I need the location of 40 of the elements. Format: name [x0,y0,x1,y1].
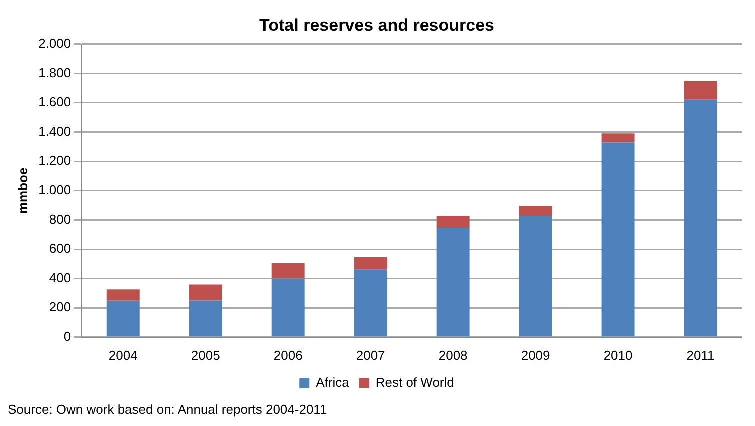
y-tick-label: 1.600 [38,94,72,110]
bar [189,300,222,337]
x-tick-label: 2009 [521,348,550,363]
y-tick-label: 800 [49,212,72,227]
legend-label: Rest of World [376,375,454,390]
bar [354,257,388,270]
x-tick-label: 2004 [108,348,138,363]
bar [602,142,635,337]
x-tick-label: 2007 [356,348,386,363]
y-tick-label: 1.800 [38,65,72,80]
x-tick-label: 2010 [604,348,633,363]
bar [602,134,635,143]
y-tick-label: 0 [64,328,72,344]
x-tick-label: 2008 [438,348,468,363]
legend-label: Africa [316,375,350,390]
x-tick-label: 2011 [686,348,715,363]
bar [106,290,140,301]
bar [519,216,552,337]
source-note: Source: Own work based on: Annual reports 2004-2011 [8,402,328,417]
bar [519,206,552,217]
bar [189,284,222,301]
bar [436,216,470,228]
y-tick-label: 400 [49,270,72,286]
y-axis-title: mmboe [15,168,30,214]
y-tick-label: 200 [49,300,72,315]
y-tick-label: 1.400 [38,124,72,139]
x-tick-label: 2005 [191,348,220,363]
bar [684,100,718,337]
y-tick-label: 2.000 [38,36,72,51]
bar [436,228,470,337]
y-tick-label: 1.200 [38,153,72,168]
x-tick-label: 2006 [274,348,303,363]
y-tick-label: 1.000 [38,182,72,198]
bar [684,81,718,100]
bar [106,300,140,337]
bar [272,263,305,279]
y-tick-label: 600 [49,241,72,256]
bar [354,270,388,337]
chart-title: Total reserves and resources [260,16,494,35]
bar [272,278,305,337]
